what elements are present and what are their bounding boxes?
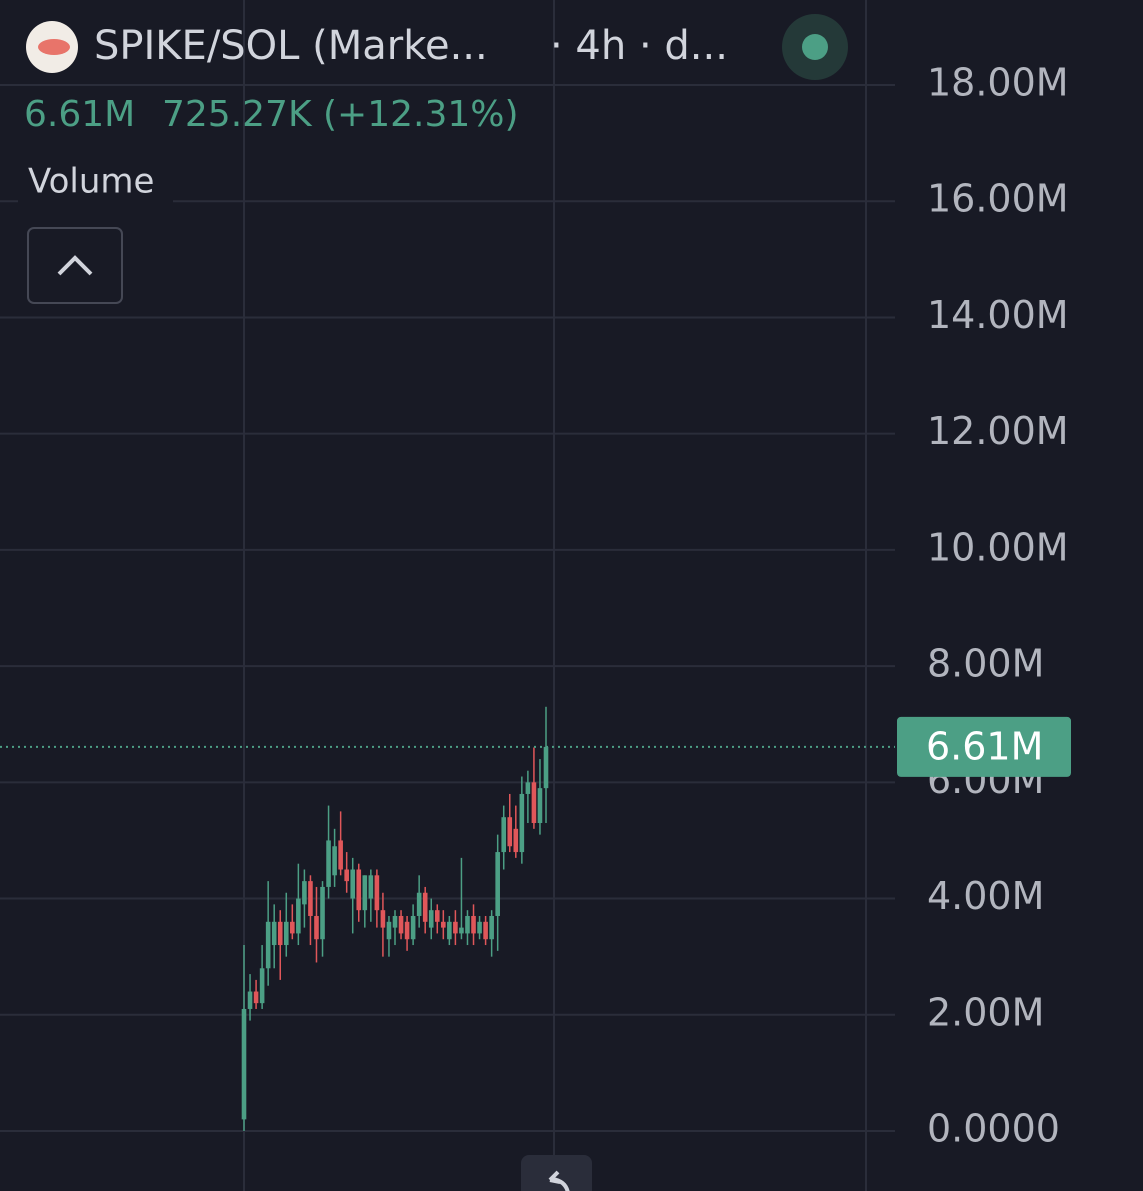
candle-body [537, 788, 543, 824]
candle-body [344, 869, 349, 882]
token-logo-figure [38, 39, 70, 55]
indicator-bg [18, 160, 173, 204]
candle-body [501, 817, 507, 853]
candle-body [453, 921, 458, 934]
candle-body [447, 921, 452, 940]
status-dot [802, 34, 828, 60]
candle-body [483, 921, 488, 940]
indicator-label[interactable]: Volume [28, 162, 154, 202]
y-tick-label: 2.00M [927, 990, 1044, 1034]
y-tick-label: 10.00M [927, 525, 1069, 569]
chevron-up [57, 255, 93, 276]
y-axis: 0.00002.00M4.00M6.00M8.00M10.00M12.00M14… [897, 61, 1071, 1151]
y-tick-label: 8.00M [927, 642, 1044, 686]
candle-body [513, 828, 519, 853]
candle-body [350, 869, 356, 899]
candle-body [362, 875, 368, 911]
candle-body [477, 921, 482, 934]
collapse-button[interactable] [27, 227, 123, 304]
candle-body [368, 875, 374, 899]
candle-body [283, 921, 289, 946]
candle-body [543, 746, 549, 789]
symbol-title[interactable]: SPIKE/SOL (Marke... [94, 23, 488, 69]
candle-body [507, 817, 513, 847]
candle-body [441, 921, 446, 928]
candle-body [320, 886, 325, 940]
price-badge [897, 716, 1071, 777]
price-change: 725.27K (+12.31%) [162, 94, 519, 135]
candle-body [314, 915, 319, 940]
candle-body [338, 840, 343, 870]
candle-body [422, 892, 428, 922]
candle-body [247, 991, 253, 1009]
candle-body [253, 991, 259, 1004]
candle-body [308, 881, 313, 916]
candle-body [404, 921, 410, 940]
candle-body [471, 915, 476, 934]
candle-body [465, 915, 470, 934]
reset-icon [548, 1170, 570, 1191]
candle-body [380, 910, 386, 928]
candle-body [392, 915, 398, 928]
candle-body [398, 915, 404, 934]
candle-body [386, 921, 392, 940]
candle-body [296, 898, 301, 934]
candle-body [459, 927, 464, 934]
candle-body [495, 852, 500, 916]
candle-body [271, 921, 277, 946]
candle-body [489, 915, 494, 940]
price-badge-label: 6.61M [926, 724, 1043, 768]
candle-body [326, 840, 331, 887]
candle-body [519, 793, 525, 853]
candle-body [434, 910, 440, 922]
y-tick-label: 14.00M [927, 293, 1069, 337]
candle-body [416, 892, 422, 916]
candle-body [525, 782, 531, 794]
y-tick-label: 0.0000 [927, 1107, 1060, 1151]
y-tick-label: 4.00M [927, 874, 1044, 918]
last-price: 6.61M [24, 94, 135, 135]
candle-body [265, 921, 271, 969]
candles [0, 706, 895, 1131]
y-tick-label: 18.00M [927, 61, 1069, 105]
candle-body [259, 968, 265, 1004]
grid [0, 84, 895, 1132]
candle-body [531, 782, 537, 824]
candle-body [332, 846, 337, 876]
candle-body [290, 921, 295, 934]
candle-body [277, 921, 283, 946]
candle-body [302, 881, 307, 905]
y-tick-label: 16.00M [927, 177, 1069, 221]
y-tick-label: 12.00M [927, 409, 1069, 453]
candle-body [356, 869, 362, 911]
candle-body [374, 875, 380, 911]
candle-body [428, 910, 434, 928]
candle-body [241, 1008, 247, 1120]
candle-body [410, 915, 416, 940]
interval[interactable]: · 4h · d... [550, 23, 728, 69]
